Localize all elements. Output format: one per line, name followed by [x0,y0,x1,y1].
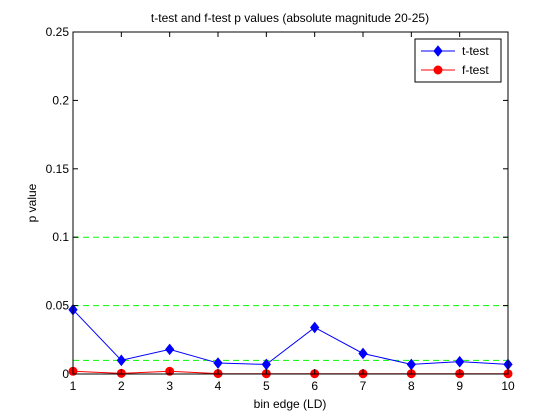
x-tick-label: 3 [166,379,173,393]
y-tick-label: 0 [62,367,69,381]
series-f-test [68,366,513,379]
series-line-t-test [72,309,509,365]
x-tick-label: 8 [408,379,415,393]
x-tick-label: 9 [456,379,463,393]
data-point-t-test [455,355,465,368]
legend-box [414,38,502,83]
data-point-t-test [310,321,320,334]
legend-label-t-test: t-test [462,44,489,58]
x-tick-label: 5 [263,379,270,393]
chart-title: t-test and f-test p values (absolute mag… [151,11,429,25]
y-tick-label: 0.1 [52,230,69,244]
series-line-f-test [72,370,508,375]
reference-lines [73,236,508,361]
x-axis-label: bin edge (LD) [254,397,327,411]
plot-frame [72,31,509,375]
y-tick-label: 0.2 [52,93,69,107]
legend-marker-f-test [433,65,443,75]
ticks-layer: 1 2 3 4 5 6 7 8 9 10 0 0.05 0.1 0.15 0.2 0.25 [46,25,515,393]
data-point-t-test [116,354,126,367]
x-tick-label: 10 [501,379,515,393]
y-axis-label: p value [25,183,39,222]
legend-marker-t-test [433,45,443,57]
x-tick-label: 6 [311,379,318,393]
data-point-t-test [406,358,416,371]
legend-label-f-test: f-test [462,63,489,77]
x-tick-label: 2 [118,379,125,393]
legend: t-test f-test [414,38,502,83]
y-tick-label: 0.15 [46,162,70,176]
x-tick-label: 7 [360,379,367,393]
series-layer [68,303,513,379]
y-tick-label: 0.05 [46,299,70,313]
x-tick-label: 1 [70,379,77,393]
x-tick-label: 4 [215,379,222,393]
series-t-test [68,303,513,371]
data-point-t-test [165,343,175,356]
y-tick-label: 0.25 [46,25,70,39]
data-point-t-test [261,358,271,371]
data-point-t-test [358,347,368,360]
data-point-t-test [213,357,223,369]
